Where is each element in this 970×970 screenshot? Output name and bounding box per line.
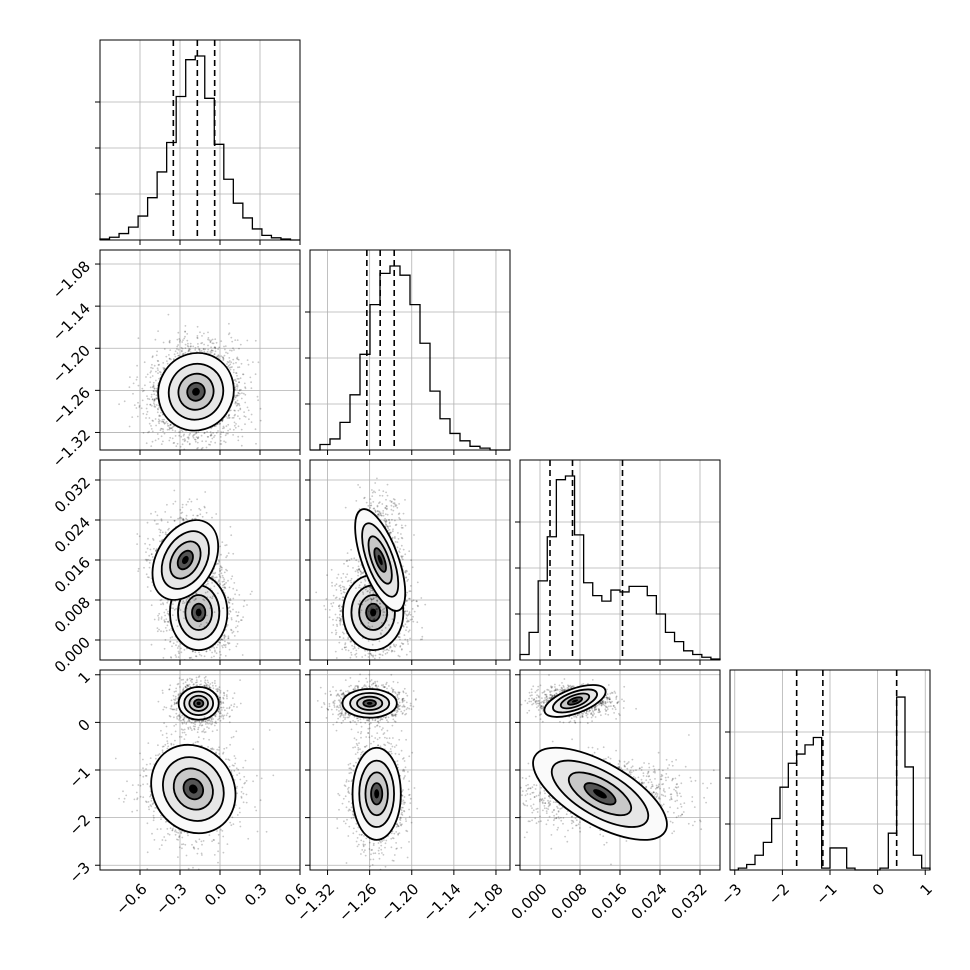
x-tick-label: −3: [717, 880, 745, 908]
density-peak: [192, 387, 200, 396]
y-tick-label: 0.000: [51, 633, 94, 676]
x-tick-label: 0.024: [628, 880, 671, 923]
scatter-panel-2-3: [515, 669, 721, 875]
y-tick-label: 0.016: [51, 553, 94, 596]
x-tick-label: −1.14: [419, 880, 464, 925]
density-peak: [571, 699, 579, 703]
scatter-cloud: [136, 489, 253, 660]
density-peak: [196, 701, 201, 706]
scatter-cloud: [114, 675, 275, 870]
y-tick-label: 0.032: [51, 473, 94, 516]
density-peak: [377, 554, 383, 566]
x-tick-label: 0.016: [588, 880, 631, 923]
scatter-panel-0-1: [95, 249, 301, 455]
x-tick-label: −1.08: [461, 880, 506, 925]
density-peak: [370, 608, 377, 617]
x-tick-label: 0.032: [668, 880, 711, 923]
density-peak: [366, 701, 373, 705]
histogram-panel-3: [725, 669, 931, 875]
scatter-panel-0-3: [95, 669, 301, 875]
histogram-panel-0: [95, 39, 301, 245]
panel-frame: [309, 249, 511, 451]
histogram-steps: [99, 55, 300, 241]
histogram-steps: [730, 696, 931, 871]
y-tick-label: −1.32: [49, 426, 94, 471]
scatter-panel-1-2: [305, 459, 511, 665]
x-tick-label: −0.3: [152, 880, 190, 918]
y-tick-label: 1: [75, 668, 94, 687]
histogram-panel-1: [305, 249, 511, 455]
y-tick-label: −1: [66, 763, 94, 791]
panel-frame: [99, 39, 301, 241]
scatter-cloud: [118, 313, 262, 450]
x-tick-label: −1.26: [335, 880, 380, 925]
y-tick-label: −1.26: [49, 384, 94, 429]
panel-frame: [99, 249, 301, 451]
y-tick-label: −1.14: [49, 299, 94, 344]
x-tick-label: 0.008: [548, 880, 591, 923]
density-peak: [189, 784, 198, 794]
scatter-cloud: [520, 674, 720, 866]
x-tick-label: 0.000: [508, 880, 551, 923]
x-tick-label: 0.3: [241, 880, 271, 910]
scatter-cloud: [316, 670, 419, 870]
y-tick-label: −3: [66, 859, 94, 887]
x-tick-label: 0: [869, 880, 888, 899]
density-peak: [593, 789, 607, 799]
x-tick-label: −1.20: [377, 880, 422, 925]
scatter-panel-1-3: [305, 669, 511, 875]
histogram-panel-2: [515, 459, 721, 665]
y-tick-label: −2: [66, 811, 94, 839]
y-tick-label: 0.024: [51, 513, 94, 556]
x-tick-label: −2: [765, 880, 793, 908]
y-tick-label: −1.08: [49, 257, 94, 302]
density-peak: [181, 555, 189, 565]
y-tick-label: −1.20: [49, 342, 94, 387]
x-tick-label: −0.6: [112, 880, 150, 918]
histogram-steps: [310, 265, 510, 451]
y-tick-label: 0.008: [51, 593, 94, 636]
histogram-steps: [519, 475, 721, 660]
scatter-cloud: [315, 477, 427, 660]
x-tick-label: 0.0: [201, 880, 231, 910]
y-tick-label: 0: [75, 716, 94, 735]
x-tick-label: 1: [917, 880, 936, 899]
density-peak: [195, 608, 202, 617]
x-tick-label: −1: [812, 880, 840, 908]
scatter-panel-0-2: [95, 459, 301, 665]
density-peak: [374, 789, 380, 799]
